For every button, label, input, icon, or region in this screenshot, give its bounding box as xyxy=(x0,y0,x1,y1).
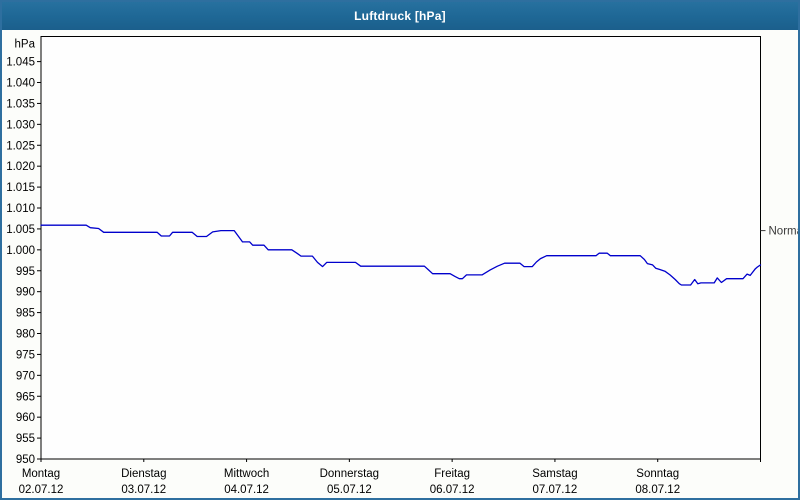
svg-text:1.045: 1.045 xyxy=(6,57,35,69)
svg-text:07.07.12: 07.07.12 xyxy=(533,484,578,496)
svg-text:950: 950 xyxy=(16,454,35,466)
pressure-chart: 1.045 1.040 1.035 1.030 1.025 1.020 1.015 1.010… xyxy=(6,36,799,497)
svg-text:965: 965 xyxy=(16,391,35,403)
svg-text:990: 990 xyxy=(16,287,35,299)
svg-text:1.000: 1.000 xyxy=(6,245,35,257)
window-title: Luftdruck [hPa] xyxy=(354,9,446,23)
svg-text:Dienstag: Dienstag xyxy=(121,468,166,480)
svg-text:960: 960 xyxy=(16,412,35,424)
svg-text:05.07.12: 05.07.12 xyxy=(327,484,372,496)
svg-text:06.07.12: 06.07.12 xyxy=(430,484,475,496)
svg-text:1.030: 1.030 xyxy=(6,119,35,131)
svg-text:1.015: 1.015 xyxy=(6,182,35,194)
svg-text:hPa: hPa xyxy=(15,39,36,51)
svg-text:1.025: 1.025 xyxy=(6,140,35,152)
svg-text:Donnerstag: Donnerstag xyxy=(320,468,379,480)
normal-annotation: Normal xyxy=(760,226,799,238)
svg-text:Mittwoch: Mittwoch xyxy=(224,468,269,480)
svg-text:955: 955 xyxy=(16,433,35,445)
svg-text:Montag: Montag xyxy=(22,468,60,480)
svg-text:970: 970 xyxy=(16,370,35,382)
svg-text:980: 980 xyxy=(16,329,35,341)
svg-text:Normal: Normal xyxy=(769,226,799,238)
pressure-line-series xyxy=(40,224,762,286)
svg-text:04.07.12: 04.07.12 xyxy=(224,484,269,496)
svg-text:03.07.12: 03.07.12 xyxy=(121,484,166,496)
svg-text:1.005: 1.005 xyxy=(6,224,35,236)
svg-text:985: 985 xyxy=(16,308,35,320)
svg-text:975: 975 xyxy=(16,349,35,361)
svg-text:08.07.12: 08.07.12 xyxy=(635,484,680,496)
chart-axes xyxy=(37,36,761,462)
svg-text:1.040: 1.040 xyxy=(6,78,35,90)
window-titlebar: Luftdruck [hPa] xyxy=(2,2,798,30)
svg-text:1.020: 1.020 xyxy=(6,161,35,173)
svg-text:Sonntag: Sonntag xyxy=(636,468,679,480)
chart-axis-labels: 1.045 1.040 1.035 1.030 1.025 1.020 1.015 1.010… xyxy=(6,39,680,497)
svg-text:1.010: 1.010 xyxy=(6,203,35,215)
svg-text:995: 995 xyxy=(16,266,35,278)
svg-text:Samstag: Samstag xyxy=(532,468,577,480)
svg-text:Freitag: Freitag xyxy=(434,468,470,480)
svg-text:1.035: 1.035 xyxy=(6,98,35,110)
svg-text:02.07.12: 02.07.12 xyxy=(19,484,64,496)
